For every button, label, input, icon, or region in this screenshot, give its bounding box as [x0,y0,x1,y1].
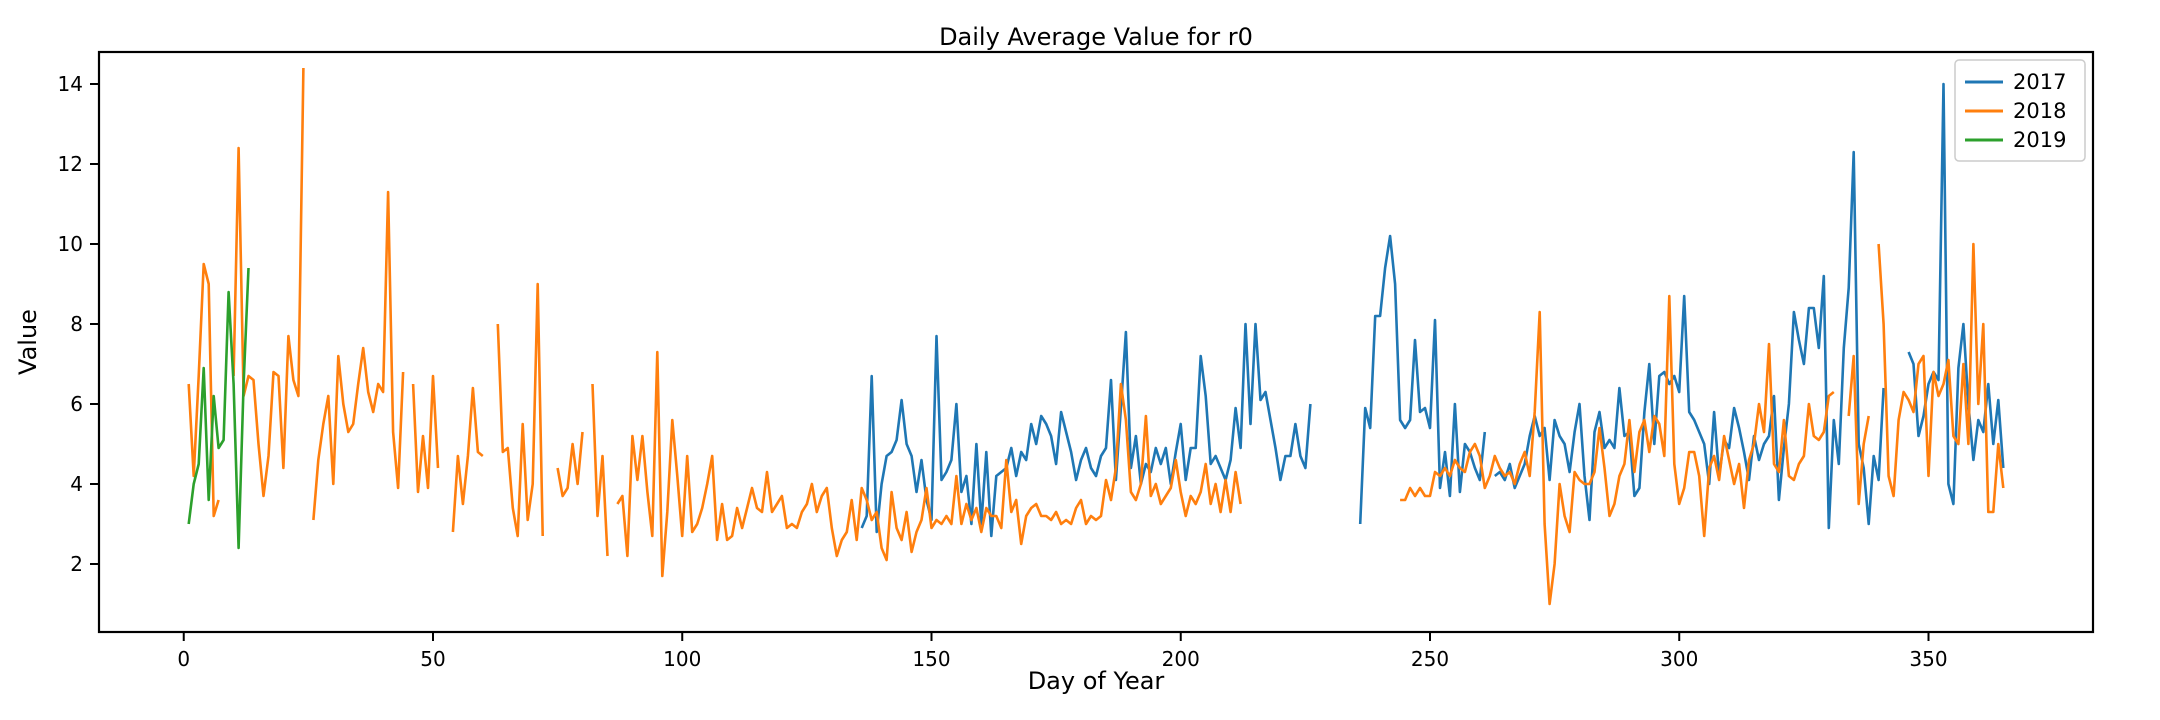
legend-box [1954,59,2086,162]
x-tick-label: 50 [420,647,445,671]
x-axis-ticks: 0 50 100 150 200 250 300 350 [177,632,1948,671]
x-tick-label: 0 [177,647,190,671]
y-tick-label: 10 [58,232,83,256]
x-axis-title: Day of Year [1028,667,1165,695]
series-line-2019 [187,267,250,550]
legend-label-2017: 2017 [2013,70,2066,94]
y-tick-label: 2 [70,552,83,576]
x-tick-label: 300 [1660,647,1698,671]
x-tick-label: 250 [1411,647,1449,671]
x-tick-label: 200 [1162,647,1200,671]
x-tick-label: 100 [663,647,701,671]
x-tick-label: 150 [912,647,950,671]
chart-title: Daily Average Value for r0 [939,23,1253,51]
legend-label-2019: 2019 [2013,128,2066,152]
legend: 2017 2018 2019 [1954,59,2086,162]
y-tick-label: 6 [70,392,83,416]
y-tick-label: 4 [70,472,83,496]
series-lines [187,67,2005,606]
y-axis-title: Value [14,309,42,375]
y-tick-label: 12 [58,152,83,176]
x-tick-label: 350 [1909,647,1947,671]
y-axis-ticks: 2 4 6 8 10 12 14 [58,72,99,576]
series-line-2017 [860,82,2005,538]
y-tick-label: 8 [70,312,83,336]
y-tick-label: 14 [58,72,83,96]
legend-label-2018: 2018 [2013,99,2066,123]
plot-frame [97,50,2095,634]
series-line-2018 [187,67,2005,606]
